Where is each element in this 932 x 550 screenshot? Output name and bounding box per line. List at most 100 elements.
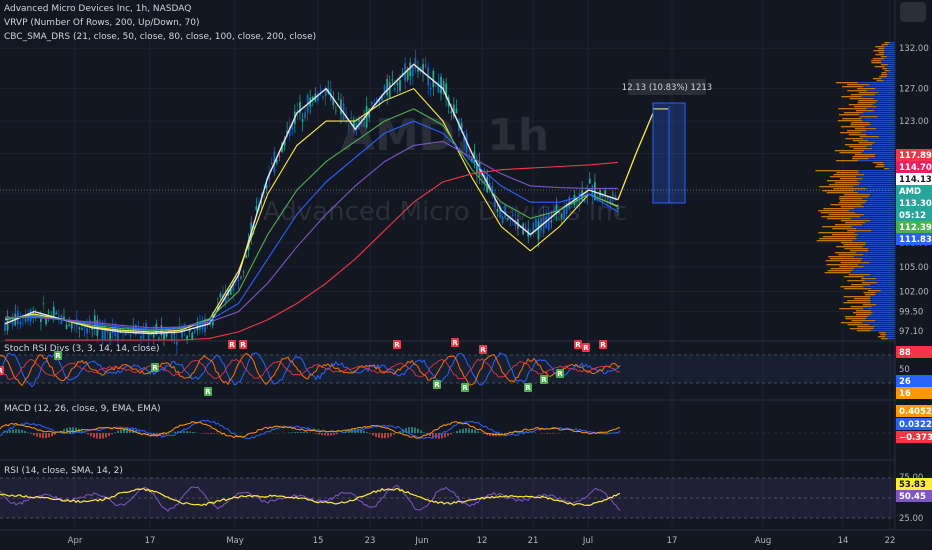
divergence-marker[interactable]: R	[0, 366, 4, 375]
volume-profile-row-down	[865, 244, 895, 246]
divergence-marker[interactable]: R	[599, 340, 607, 349]
volume-profile-row-up	[875, 46, 885, 48]
sma-50-line[interactable]	[4, 87, 619, 333]
macd-histogram-bar	[129, 428, 131, 433]
symbol-title[interactable]: Advanced Micro Devices Inc, 1h, NASDAQ	[4, 4, 192, 14]
divergence-marker[interactable]: R	[574, 340, 582, 349]
divergence-marker[interactable]: R	[239, 340, 247, 349]
volume-profile-row-up	[839, 152, 862, 154]
divergence-marker[interactable]: R	[479, 345, 487, 354]
volume-profile-row-down	[870, 302, 895, 304]
vrvp-indicator-label[interactable]: VRVP (Number Of Rows, 200, Up/Down, 70)	[4, 18, 200, 28]
volume-profile-row-down	[874, 142, 895, 144]
price-candle	[524, 222, 527, 234]
measure-label: 12.13 (10.83%) 1213	[622, 83, 712, 93]
divergence-marker[interactable]: R	[451, 338, 459, 347]
pane-badge: −0.3730	[896, 431, 932, 443]
sma-100-line[interactable]	[4, 120, 619, 331]
macd-histogram-bar	[150, 433, 152, 437]
volume-profile-row-up	[834, 224, 862, 226]
sma-extra-line[interactable]	[5, 161, 619, 341]
divergence-marker[interactable]: R	[582, 343, 590, 352]
price-candle	[560, 213, 563, 225]
volume-profile-row-down	[863, 266, 895, 268]
volume-profile-row-down	[862, 178, 895, 180]
divergence-marker-glyph: R	[575, 341, 581, 349]
price-candle	[609, 198, 612, 211]
price-candle	[334, 105, 337, 115]
volume-profile-row-up	[834, 150, 865, 152]
rsi-label[interactable]: RSI (14, close, SMA, 14, 2)	[4, 466, 123, 476]
macd-histogram-bar	[69, 427, 71, 433]
volume-profile-row-down	[866, 134, 895, 136]
volume-profile-row-up	[852, 140, 868, 142]
volume-profile-row-down	[876, 304, 895, 306]
price-candle	[368, 108, 371, 123]
volume-profile-row-up	[836, 172, 859, 174]
macd-label[interactable]: MACD (12, 26, close, 9, EMA, EMA)	[4, 404, 161, 414]
time-tick-label: 17	[667, 536, 678, 546]
price-candle	[378, 95, 381, 109]
divergence-marker[interactable]: R	[524, 383, 532, 392]
macd-histogram-bar	[105, 433, 107, 438]
divergence-marker[interactable]: R	[151, 363, 159, 372]
volume-profile-row-up	[861, 282, 877, 284]
macd-histogram-bar	[168, 433, 170, 434]
macd-histogram-bar	[213, 433, 215, 434]
time-tick-label: 14	[838, 536, 849, 546]
volume-profile-row-down	[862, 120, 895, 122]
volume-profile-row-up	[852, 156, 876, 158]
volume-profile-row-down	[856, 176, 895, 178]
stoch-rsi-label[interactable]: Stoch RSI Divs (3, 3, 14, 14, close)	[4, 344, 160, 354]
price-candle	[594, 173, 596, 201]
time-axis[interactable]: Apr 17 May 15 23 Jun 12 21 Jul 17 Aug 14 22	[68, 536, 896, 546]
volume-profile-row-up	[845, 318, 866, 320]
macd-histogram-bar	[300, 431, 302, 433]
price-candle	[445, 77, 448, 107]
volume-profile-row-down	[884, 52, 895, 54]
divergence-marker[interactable]: R	[461, 383, 469, 392]
macd-histogram-bar	[114, 432, 116, 433]
volume-profile-row-down	[852, 240, 895, 242]
sma-80-line[interactable]	[4, 108, 619, 331]
divergence-marker[interactable]: R	[54, 351, 62, 360]
macd-histogram-bar	[126, 427, 128, 433]
volume-profile-row-down	[853, 186, 895, 188]
volume-profile-row-down	[858, 184, 895, 186]
divergence-marker[interactable]: R	[433, 380, 441, 389]
volume-profile-row-down	[854, 232, 895, 234]
volume-profile-row-down	[884, 48, 895, 50]
divergence-marker[interactable]: R	[540, 375, 548, 384]
volume-profile-row-up	[832, 228, 857, 230]
macd-histogram-bar	[66, 427, 68, 433]
price-candle	[347, 122, 350, 132]
volume-profile-row-up	[840, 262, 870, 264]
volume-profile-row-down	[857, 180, 895, 182]
volume-profile-row-down	[875, 156, 895, 158]
volume-profile-row-down	[854, 190, 895, 192]
sma-indicator-label[interactable]: CBC_SMA_DRS (21, close, 50, close, 80, c…	[4, 32, 317, 42]
divergence-marker[interactable]: R	[556, 369, 564, 378]
macd-histogram-bar	[180, 430, 182, 433]
volume-profile-row-up	[856, 110, 875, 112]
volume-profile-row-down	[858, 160, 895, 162]
settings-button[interactable]	[900, 2, 926, 22]
price-axis[interactable]: 132.00127.00123.00119.00114.13108.00105.…	[896, 44, 932, 337]
sma-21-line[interactable]	[4, 63, 619, 335]
volume-profile-row-down	[856, 228, 895, 230]
macd-histogram-bar	[390, 433, 392, 437]
volume-profile-row-down	[875, 320, 895, 322]
divergence-marker[interactable]: R	[204, 387, 212, 396]
price-candle	[317, 90, 319, 105]
measure-tool[interactable]: 12.13 (10.83%) 1213	[622, 79, 712, 204]
macd-histogram-bar	[525, 431, 527, 433]
price-candle	[535, 214, 537, 235]
divergence-marker[interactable]: R	[228, 340, 236, 349]
divergence-marker[interactable]: R	[393, 340, 401, 349]
projection-line[interactable]	[617, 112, 654, 200]
sma-200-line[interactable]	[5, 140, 618, 329]
volume-profile-row-down	[862, 246, 895, 248]
volume-profile-row-down	[881, 60, 895, 62]
price-badge: 114.13	[896, 173, 932, 185]
